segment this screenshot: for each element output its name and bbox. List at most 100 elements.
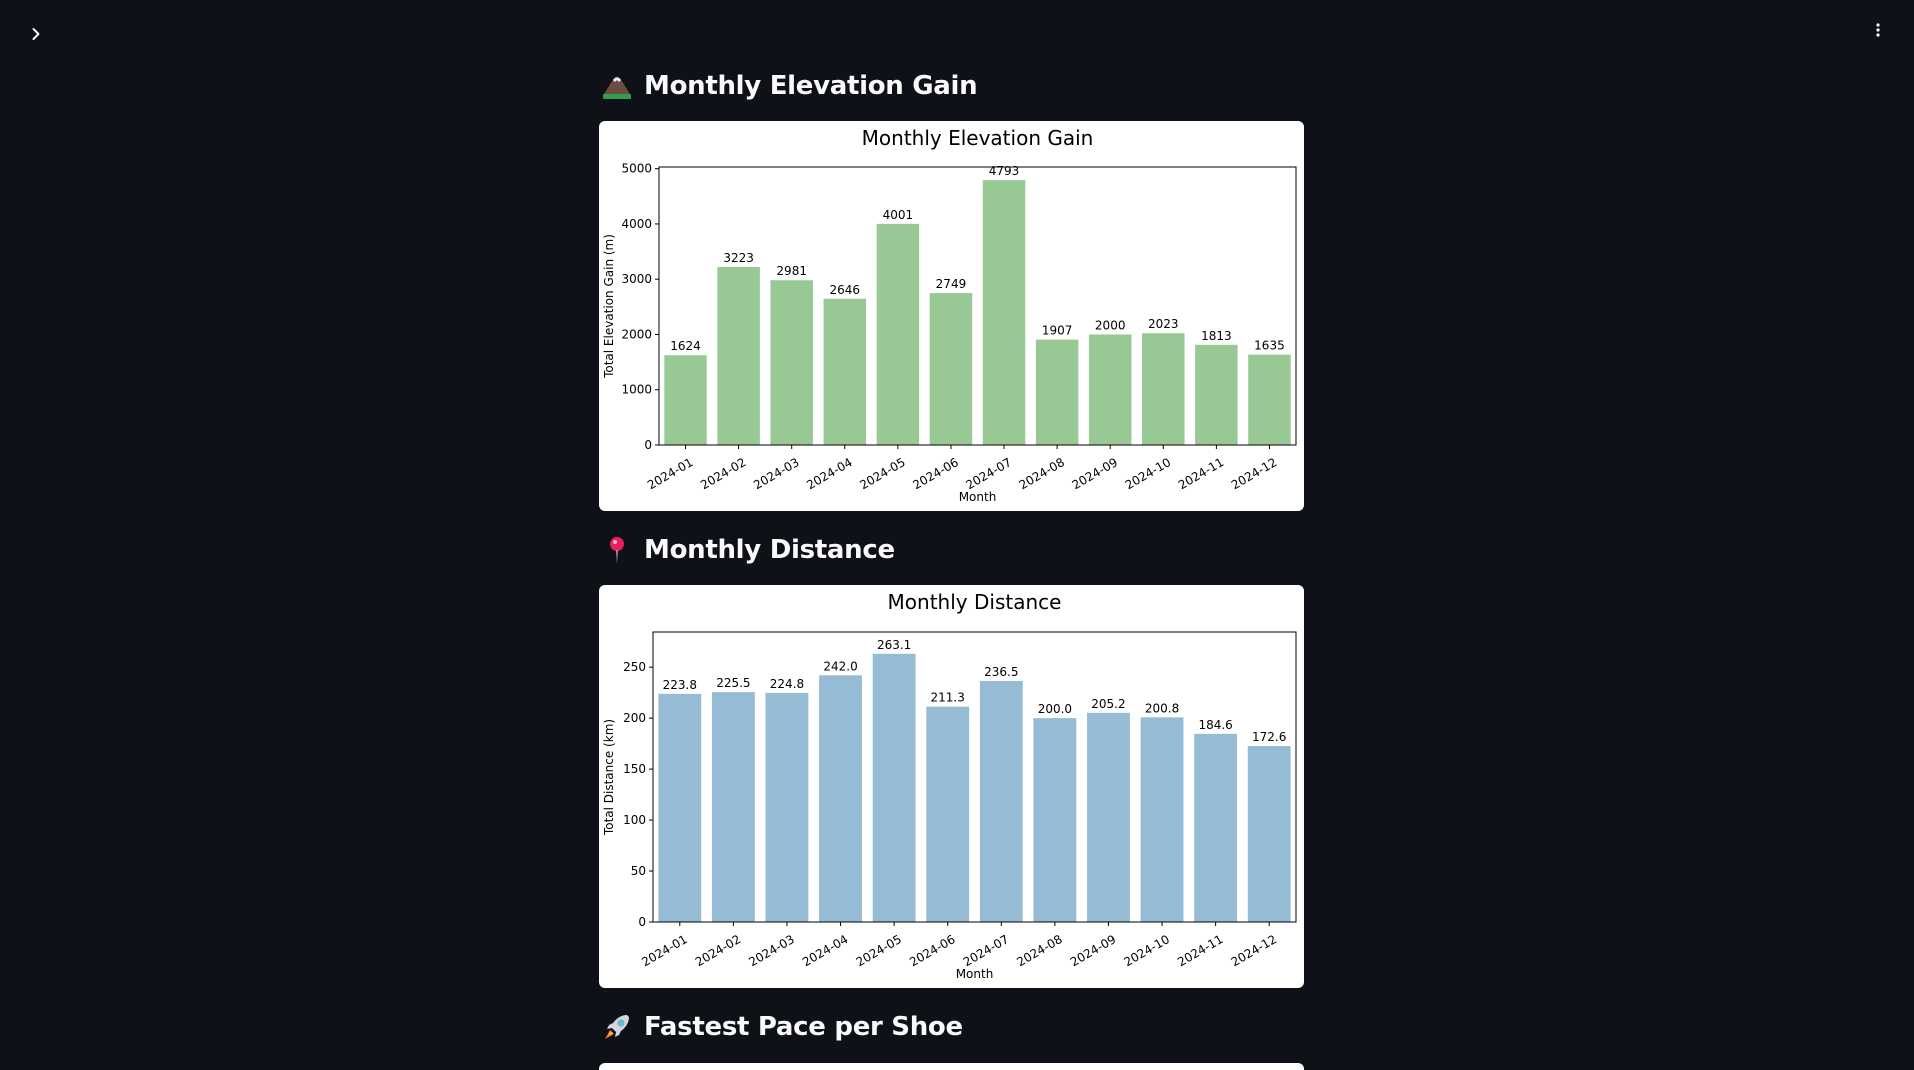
distance-chart-card: Monthly Distance 223.8 2024-01 225.5 2024-02…	[599, 585, 1304, 988]
bar-value-label: 2023	[1148, 317, 1179, 331]
sidebar-expand-button[interactable]	[20, 18, 52, 50]
x-tick-label: 2024-02	[698, 455, 748, 492]
bar	[765, 692, 809, 922]
x-tick-label: 2024-01	[645, 455, 695, 492]
x-tick-label: 2024-02	[693, 932, 743, 969]
x-axis-label: Month	[956, 967, 994, 981]
y-tick-label: 0	[638, 915, 646, 929]
x-tick-label: 2024-09	[1070, 455, 1120, 492]
x-tick-label: 2024-06	[907, 932, 957, 969]
bar-value-label: 172.6	[1252, 730, 1286, 744]
bar-value-label: 1813	[1201, 329, 1232, 343]
rocket-icon	[600, 1010, 634, 1044]
bar	[1140, 717, 1184, 922]
bar-value-label: 2000	[1095, 318, 1126, 332]
y-tick-label: 150	[623, 762, 646, 776]
plot-frame	[652, 631, 1297, 923]
elevation-bar-chart: Monthly Elevation Gain 1624 2024-01 3223 202…	[602, 126, 1297, 504]
x-tick-label: 2024-07	[961, 932, 1011, 969]
bar	[979, 680, 1023, 922]
x-tick-label: 2024-07	[964, 455, 1014, 492]
y-tick-label: 250	[623, 660, 646, 674]
y-tick-label: 3000	[621, 272, 652, 286]
bar	[1142, 333, 1185, 445]
mountain-icon	[600, 69, 634, 103]
x-tick-label: 2024-11	[1175, 932, 1225, 969]
x-tick-label: 2024-11	[1176, 455, 1226, 492]
y-tick-label: 0	[644, 438, 652, 452]
pace-chart-card	[599, 1063, 1304, 1070]
x-tick-label: 2024-08	[1014, 932, 1064, 969]
bar-value-label: 200.8	[1145, 701, 1179, 715]
chart-title: Monthly Elevation Gain	[862, 126, 1094, 150]
x-tick-label: 2024-10	[1122, 932, 1172, 969]
bar-value-label: 4001	[883, 208, 914, 222]
y-tick-label: 4000	[621, 217, 652, 231]
bar-value-label: 2749	[936, 277, 967, 291]
x-tick-label: 2024-05	[854, 932, 904, 969]
bar	[664, 355, 707, 445]
x-tick-label: 2024-08	[1017, 455, 1067, 492]
plot-frame	[658, 166, 1297, 446]
distance-bar-chart: Monthly Distance 223.8 2024-01 225.5 2024-02…	[602, 590, 1297, 981]
bar-value-label: 205.2	[1091, 697, 1125, 711]
bar-value-label: 236.5	[984, 665, 1018, 679]
main-menu-button[interactable]	[1862, 14, 1894, 46]
x-tick-label: 2024-09	[1068, 932, 1118, 969]
bar	[1248, 354, 1291, 445]
bar	[1195, 344, 1238, 445]
y-tick-label: 100	[623, 813, 646, 827]
bar-value-label: 1907	[1042, 324, 1073, 338]
bar-value-label: 2646	[830, 283, 861, 297]
bar-value-label: 1624	[670, 339, 701, 353]
bar	[982, 180, 1026, 445]
bar	[823, 298, 867, 445]
bar-value-label: 200.0	[1038, 702, 1072, 716]
x-tick-label: 2024-03	[746, 932, 796, 969]
bar-value-label: 3223	[723, 251, 754, 265]
x-tick-label: 2024-12	[1229, 932, 1279, 969]
bar-value-label: 4793	[989, 164, 1020, 178]
elevation-chart-card: Monthly Elevation Gain 1624 2024-01 3223 202…	[599, 121, 1304, 511]
section-heading-distance: Monthly Distance	[600, 533, 895, 567]
bar	[929, 293, 973, 445]
bar-value-label: 1635	[1254, 339, 1285, 353]
bar	[711, 692, 755, 922]
section-heading-elevation: Monthly Elevation Gain	[600, 69, 978, 103]
bar	[1087, 712, 1130, 922]
y-axis-label: Total Elevation Gain (m)	[602, 234, 616, 379]
bar	[872, 653, 916, 922]
round-pushpin-icon	[600, 533, 634, 567]
bar-value-label: 224.8	[770, 677, 804, 691]
bar-value-label: 184.6	[1198, 718, 1232, 732]
section-title: Fastest Pace per Shoe	[644, 1012, 963, 1042]
y-tick-label: 50	[631, 864, 646, 878]
bar	[1194, 733, 1238, 922]
y-tick-label: 2000	[621, 327, 652, 341]
x-tick-label: 2024-01	[639, 932, 689, 969]
bar	[926, 706, 970, 922]
x-axis-label: Month	[959, 490, 997, 504]
chart-title: Monthly Distance	[888, 590, 1062, 614]
bar-value-label: 263.1	[877, 638, 911, 652]
bar-value-label: 242.0	[823, 659, 857, 673]
bar	[1247, 746, 1291, 922]
bar	[770, 280, 813, 445]
bar	[819, 675, 862, 922]
y-tick-label: 200	[623, 711, 646, 725]
y-tick-label: 1000	[621, 383, 652, 397]
bar	[658, 693, 702, 922]
chevron-right-icon	[32, 28, 40, 40]
x-tick-label: 2024-12	[1229, 455, 1279, 492]
bar-value-label: 211.3	[931, 691, 965, 705]
bar	[876, 223, 920, 445]
bar	[1035, 339, 1079, 445]
bar	[717, 266, 760, 445]
x-tick-label: 2024-05	[857, 455, 907, 492]
x-tick-label: 2024-04	[804, 455, 854, 492]
section-title: Monthly Elevation Gain	[644, 71, 978, 101]
y-axis-label: Total Distance (km)	[602, 719, 616, 836]
section-heading-pace: Fastest Pace per Shoe	[600, 1010, 963, 1044]
more-vertical-icon	[1876, 23, 1880, 37]
x-tick-label: 2024-10	[1123, 455, 1173, 492]
